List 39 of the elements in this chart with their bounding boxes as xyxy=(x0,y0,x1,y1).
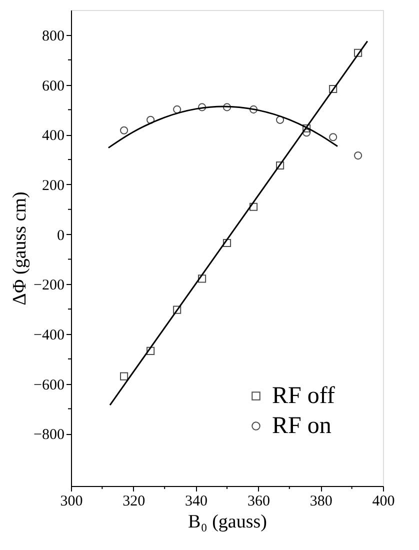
y-tick-label: 800 xyxy=(42,28,64,44)
y-tick-label: −800 xyxy=(34,427,64,444)
legend-label: RF off xyxy=(272,383,335,409)
point xyxy=(302,124,311,132)
y-tick-label: 200 xyxy=(42,178,64,194)
point xyxy=(329,84,338,94)
point xyxy=(329,133,338,142)
x-tick-label: 340 xyxy=(185,494,208,510)
point xyxy=(146,346,155,355)
point xyxy=(249,105,258,114)
y-tick-label: 0 xyxy=(57,228,64,244)
x-tick-label: 400 xyxy=(372,494,395,510)
point xyxy=(198,103,206,112)
point xyxy=(222,238,232,248)
point xyxy=(146,116,155,124)
point xyxy=(120,126,128,134)
point xyxy=(276,116,284,124)
point xyxy=(173,105,182,114)
y-axis-title: ΔΦ (gauss cm) xyxy=(10,192,31,306)
y-tick-label: −600 xyxy=(34,377,64,394)
y-tick-label: 600 xyxy=(42,78,64,94)
point xyxy=(198,274,206,283)
y-tick-label: −200 xyxy=(34,278,64,294)
point xyxy=(249,202,258,211)
point xyxy=(276,161,284,170)
point xyxy=(354,48,362,57)
y-tick-label: −400 xyxy=(34,327,64,344)
x-tick-label: 320 xyxy=(122,494,146,510)
point xyxy=(120,372,128,380)
point xyxy=(222,103,232,112)
point xyxy=(354,152,362,160)
x-tick-label: 380 xyxy=(310,494,332,510)
x-tick-label: 300 xyxy=(60,494,83,510)
y-tick-label: 400 xyxy=(42,128,64,144)
legend-label: RF on xyxy=(272,413,332,439)
point xyxy=(302,128,311,137)
point xyxy=(173,306,182,314)
x-axis-title: B₀ (gauss) xyxy=(188,512,267,532)
x-tick-label: 360 xyxy=(247,494,270,510)
